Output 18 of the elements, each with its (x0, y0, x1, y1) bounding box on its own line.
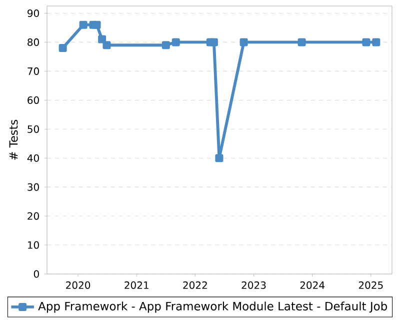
y-tick-label: 80 (28, 38, 39, 46)
x-tick-label: 2021 (124, 281, 148, 289)
x-tick-label: 2020 (66, 281, 90, 289)
y-tick-label: 0 (34, 270, 39, 278)
x-tick-label: 2022 (183, 281, 207, 289)
x-tick-label: 2025 (358, 281, 383, 289)
legend-label: App Framework - App Framework Module Latest - Default Job (38, 302, 387, 313)
y-axis-title: # Tests (9, 120, 18, 160)
y-tick-label: 40 (27, 154, 39, 162)
y-tick-label: 90 (28, 9, 39, 18)
y-tick-label: 60 (28, 96, 39, 104)
x-tick-label: 2023 (242, 281, 266, 289)
y-tick-label: 30 (28, 183, 39, 191)
y-tick-label: 70 (28, 67, 39, 75)
y-tick-label: 50 (28, 125, 39, 133)
y-tick-label: 20 (28, 212, 39, 220)
x-tick-label: 2024 (300, 281, 324, 289)
y-tick-label: 10 (28, 241, 39, 249)
